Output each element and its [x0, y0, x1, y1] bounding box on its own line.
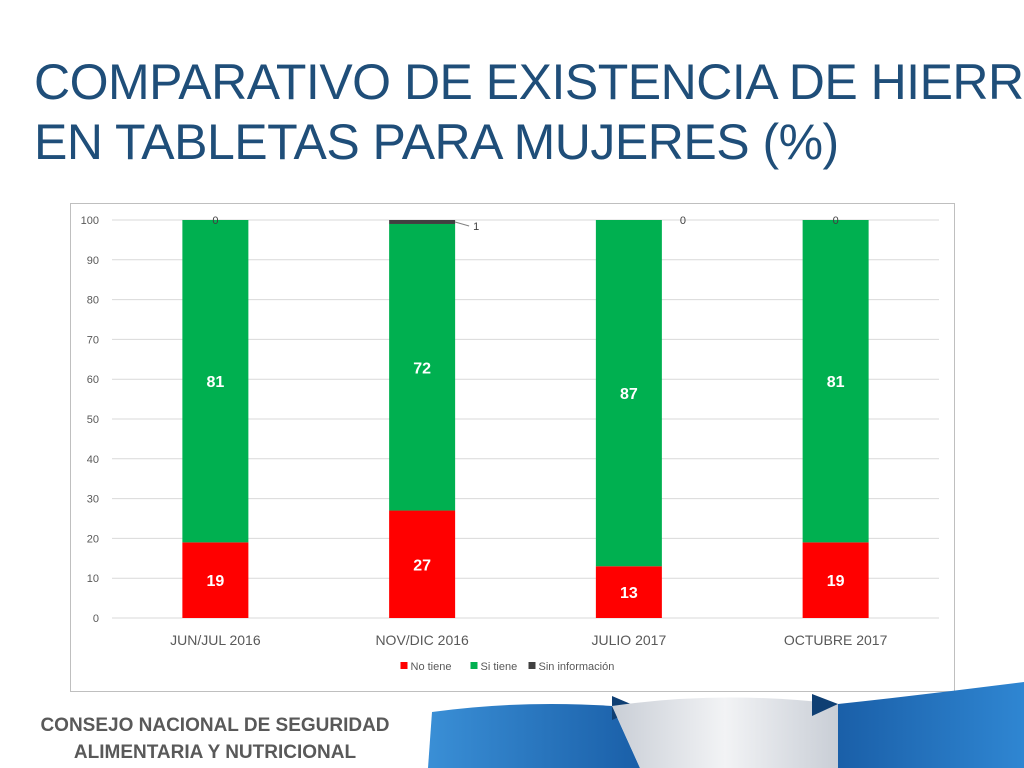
ribbon-fold-right	[812, 694, 838, 716]
data-label: 1	[473, 221, 479, 233]
bar-segment	[802, 220, 869, 543]
data-label: 72	[413, 360, 431, 377]
data-label: 81	[206, 374, 224, 391]
slide-title-line-1: COMPARATIVO DE EXISTENCIA DE HIERRO	[34, 54, 1024, 110]
bar-segment	[182, 220, 249, 543]
y-tick-label: 0	[93, 613, 99, 625]
data-label: 27	[413, 557, 431, 574]
data-label: 81	[827, 374, 845, 391]
y-tick-label: 90	[87, 255, 99, 267]
x-tick-label: NOV/DIC 2016	[375, 632, 469, 648]
footer-line-2: ALIMENTARIA Y NUTRICIONAL	[73, 742, 357, 763]
slide-title-line-2: EN TABLETAS PARA MUJERES (%)	[34, 114, 839, 170]
ribbon-fold-left	[612, 696, 640, 720]
x-tick-label: OCTUBRE 2017	[784, 632, 888, 648]
footer-organization: CONSEJO NACIONAL DE SEGURIDAD ALIMENTARI…	[20, 712, 410, 766]
data-label: 13	[620, 585, 638, 602]
slide-title: COMPARATIVO DE EXISTENCIA DE HIERRO EN T…	[34, 52, 1024, 172]
bar-segment	[389, 510, 456, 618]
bar-segment	[182, 542, 249, 618]
ribbon-blue-right	[838, 682, 1024, 768]
bar-segment	[595, 566, 662, 618]
data-label: 19	[206, 573, 224, 590]
y-tick-label: 20	[87, 533, 99, 545]
data-label: 0	[680, 215, 686, 227]
legend-label: Sin información	[539, 661, 615, 673]
bar-segment	[389, 220, 456, 224]
legend-label: No tiene	[411, 661, 452, 673]
chart-frame: 0 10 20 30 40 50 60 70 80 90 100 19 81 0 JUN/JUL 2016 2…	[70, 203, 955, 692]
y-tick-label: 50	[87, 414, 99, 426]
y-tick-label: 60	[87, 374, 99, 386]
legend-label: Si tiene	[481, 661, 518, 673]
y-tick-label: 100	[81, 215, 99, 227]
x-tick-label: JUN/JUL 2016	[170, 632, 261, 648]
ribbon-gray	[612, 697, 838, 768]
x-tick-label: JULIO 2017	[592, 632, 667, 648]
legend-swatch	[528, 662, 536, 669]
y-tick-label: 80	[87, 295, 99, 307]
ribbon-blue-left	[428, 704, 640, 768]
data-label: 19	[827, 573, 845, 590]
bar-segment	[389, 223, 456, 511]
data-label: 87	[620, 386, 638, 403]
y-tick-label: 40	[87, 454, 99, 466]
y-tick-label: 70	[87, 334, 99, 346]
y-tick-label: 30	[87, 494, 99, 506]
legend-swatch	[400, 662, 408, 669]
data-label: 0	[212, 215, 218, 227]
bar-segment	[595, 220, 662, 567]
bar-segment	[802, 542, 869, 618]
data-label: 0	[833, 215, 839, 227]
y-tick-label: 10	[87, 573, 99, 585]
legend-swatch	[470, 662, 478, 669]
footer-line-1: CONSEJO NACIONAL DE SEGURIDAD	[40, 715, 390, 736]
leader-line	[454, 221, 470, 227]
